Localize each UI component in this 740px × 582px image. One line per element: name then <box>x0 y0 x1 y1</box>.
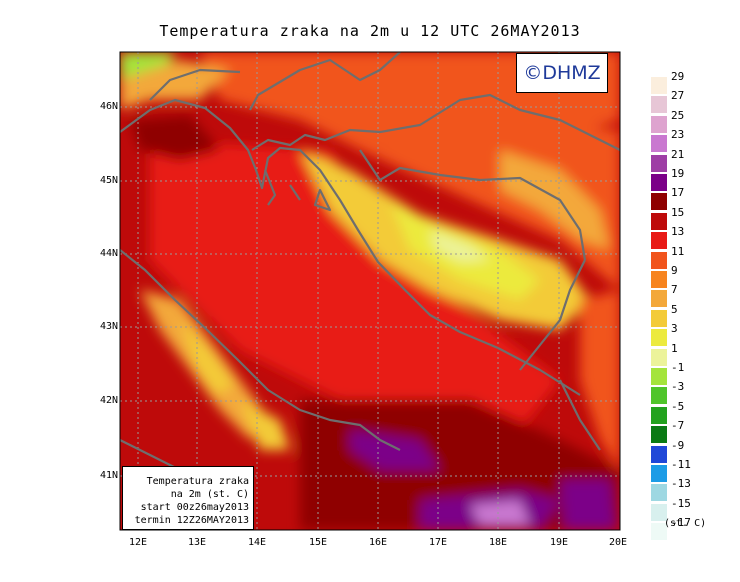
lon-label-14e: 14E <box>247 537 267 548</box>
legend-label: 9 <box>671 264 678 277</box>
legend-label: 29 <box>671 70 685 83</box>
legend-label: -17 <box>671 516 691 530</box>
legend-swatch <box>651 77 667 94</box>
legend-swatch <box>651 154 667 172</box>
legend-label: -9 <box>671 438 685 452</box>
legend-label: 17 <box>671 186 685 200</box>
legend-label: -7 <box>671 419 685 433</box>
lon-label-20e: 20E <box>608 537 628 548</box>
legend-swatch <box>651 329 667 347</box>
legend-label: 7 <box>671 283 678 297</box>
legend-label: -13 <box>671 477 691 491</box>
lon-label-18e: 18E <box>488 537 508 548</box>
legend-swatch <box>651 135 667 153</box>
legend-swatch <box>651 96 667 114</box>
legend-swatch <box>651 523 667 541</box>
lon-label-13e: 13E <box>187 537 207 548</box>
legend-label: -5 <box>671 399 685 413</box>
legend-swatch <box>651 232 667 250</box>
lon-label-16e: 16E <box>368 537 388 548</box>
lon-label-17e: 17E <box>428 537 448 548</box>
lat-label-44n: 44N <box>99 248 118 259</box>
legend-label: 3 <box>671 322 678 336</box>
info-line-3: start 00z26may2013 <box>140 502 249 513</box>
legend-label: 25 <box>671 108 685 122</box>
legend-swatch <box>651 290 667 308</box>
chart-title: Temperatura zraka na 2m u 12 UTC 26MAY20… <box>159 22 581 40</box>
lat-label-41n: 41N <box>99 470 118 481</box>
legend-swatch <box>651 348 667 366</box>
legend-swatch <box>651 406 667 424</box>
graticule <box>120 52 620 530</box>
legend-label: 11 <box>671 244 685 258</box>
legend-label: 13 <box>671 225 685 239</box>
legend-units: (st. C) <box>664 518 707 529</box>
legend-swatch <box>651 271 667 288</box>
info-line-1: Temperatura zraka <box>146 476 249 487</box>
legend-swatch <box>651 387 667 405</box>
lat-label-45n: 45N <box>99 175 118 186</box>
info-box: Temperatura zraka na 2m (st. C) start 00… <box>122 466 254 530</box>
legend-swatch <box>651 174 667 191</box>
dhmz-logo: ©DHMZ <box>516 53 608 93</box>
lon-label-19e: 19E <box>549 537 569 548</box>
legend-label: 21 <box>671 147 685 161</box>
lon-label-15e: 15E <box>308 537 328 548</box>
legend-label: 15 <box>671 205 685 219</box>
legend-swatch <box>651 426 667 444</box>
legend-swatch <box>651 368 667 385</box>
legend-swatch <box>651 115 667 133</box>
legend-label: 1 <box>671 341 678 355</box>
legend-label: -1 <box>671 361 685 374</box>
lat-label-43n: 43N <box>99 321 118 332</box>
legend-label: 5 <box>671 302 678 316</box>
info-line-4: termin 12Z26MAY2013 <box>134 515 249 526</box>
legend-label: -15 <box>671 496 691 510</box>
legend-swatch <box>651 251 667 269</box>
legend-swatch <box>651 445 667 463</box>
legend-label: -11 <box>671 458 691 471</box>
legend-swatch <box>651 212 667 230</box>
legend-swatch <box>651 484 667 502</box>
lat-label-42n: 42N <box>99 395 118 406</box>
legend-label: 27 <box>671 89 685 103</box>
lat-label-46n: 46N <box>99 101 118 112</box>
legend-label: 23 <box>671 128 685 142</box>
legend-swatch <box>651 503 667 521</box>
legend-swatch <box>651 309 667 327</box>
legend-label: 19 <box>671 167 685 180</box>
legend-swatch <box>651 193 667 211</box>
legend-label: -3 <box>671 380 685 394</box>
legend-swatch <box>651 465 667 482</box>
lon-label-12e: 12E <box>128 537 148 548</box>
map-frame <box>119 51 621 531</box>
info-line-2: na 2m (st. C) <box>170 489 249 500</box>
